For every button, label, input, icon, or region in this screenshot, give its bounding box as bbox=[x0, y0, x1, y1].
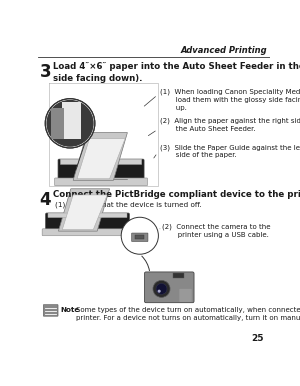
Text: (1)   Ensure that the device is turned off.: (1) Ensure that the device is turned off… bbox=[55, 201, 201, 208]
Polygon shape bbox=[58, 189, 110, 231]
Polygon shape bbox=[52, 108, 64, 139]
Text: Some types of the device turn on automatically, when connected to the
printer. F: Some types of the device turn on automat… bbox=[76, 306, 300, 321]
Text: 4: 4 bbox=[39, 191, 51, 209]
Polygon shape bbox=[77, 139, 125, 179]
Circle shape bbox=[158, 290, 161, 293]
Text: (2)  Connect the camera to the
       printer using a USB cable.: (2) Connect the camera to the printer us… bbox=[161, 223, 270, 238]
Text: 3: 3 bbox=[39, 63, 51, 81]
Polygon shape bbox=[62, 102, 81, 139]
Circle shape bbox=[153, 280, 170, 297]
FancyBboxPatch shape bbox=[58, 159, 144, 181]
Circle shape bbox=[46, 100, 94, 147]
FancyBboxPatch shape bbox=[42, 229, 133, 236]
FancyBboxPatch shape bbox=[46, 213, 129, 232]
FancyBboxPatch shape bbox=[48, 213, 127, 218]
Text: Load 4″×6″ paper into the Auto Sheet Feeder in the portrait position (short
side: Load 4″×6″ paper into the Auto Sheet Fee… bbox=[53, 62, 300, 83]
Bar bbox=[173, 273, 184, 278]
Bar bbox=[135, 235, 145, 239]
Text: (1)  When loading Canon Speciality Media,
       load them with the glossy side : (1) When loading Canon Speciality Media,… bbox=[160, 89, 300, 111]
FancyBboxPatch shape bbox=[55, 178, 148, 186]
Text: Connect the PictBridge compliant device to the printer.: Connect the PictBridge compliant device … bbox=[53, 190, 300, 199]
Polygon shape bbox=[73, 132, 128, 180]
Text: (2)  Align the paper against the right side of
       the Auto Sheet Feeder.: (2) Align the paper against the right si… bbox=[160, 118, 300, 132]
FancyBboxPatch shape bbox=[145, 272, 194, 303]
Text: 25: 25 bbox=[251, 334, 264, 343]
FancyBboxPatch shape bbox=[132, 233, 148, 242]
Text: (3)  Slide the Paper Guide against the left
       side of the paper.: (3) Slide the Paper Guide against the le… bbox=[160, 144, 300, 158]
Circle shape bbox=[156, 283, 167, 294]
Circle shape bbox=[121, 217, 158, 254]
FancyBboxPatch shape bbox=[179, 289, 192, 302]
Polygon shape bbox=[62, 195, 107, 230]
Circle shape bbox=[45, 99, 95, 148]
Text: Note: Note bbox=[61, 306, 80, 313]
FancyBboxPatch shape bbox=[43, 305, 58, 316]
FancyBboxPatch shape bbox=[60, 159, 142, 164]
Text: Advanced Printing: Advanced Printing bbox=[180, 46, 267, 56]
